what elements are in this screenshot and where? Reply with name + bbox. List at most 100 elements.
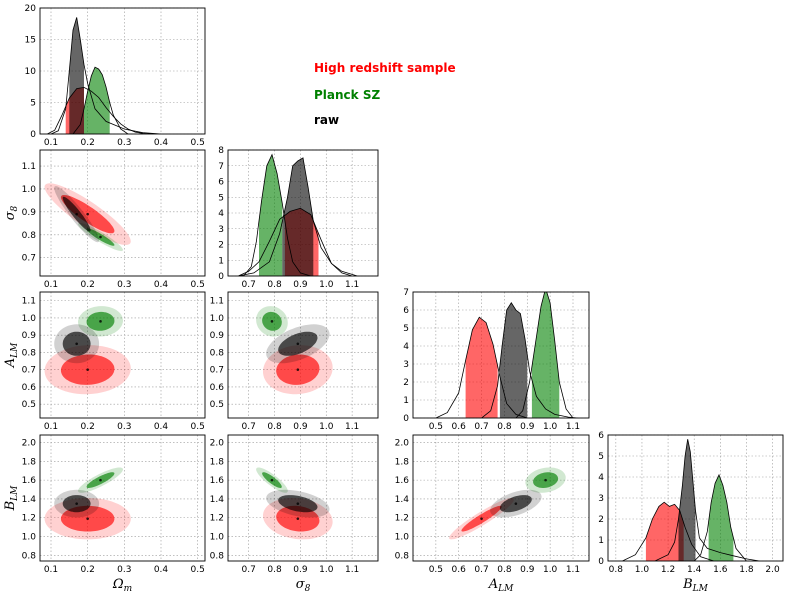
legend: High redshift sample Planck SZ raw <box>314 61 456 127</box>
hist-curve <box>243 153 311 276</box>
x-tick-label: 0.3 <box>117 138 131 148</box>
x-tick-label: 1.1 <box>566 565 580 575</box>
y-axis-label-s8: σ8 <box>3 205 20 220</box>
x-tick-label: 0.6 <box>452 422 467 432</box>
y-tick-label: 2.0 <box>395 439 410 449</box>
x-tick-label: 0.4 <box>154 138 169 148</box>
y-tick-label: 7 <box>218 162 224 172</box>
y-tick-label: 0.7 <box>22 366 36 376</box>
panel-alm-s8: 0.7 0.8 0.9 1.0 1.1 0.5 0.6 0.7 0.8 0.9 1.0 1.1 <box>210 291 379 432</box>
panel-alm-om: 0.1 0.2 0.3 0.4 0.5 0.5 0.6 0.7 0.8 0.9 1.0 1.1 ALM <box>3 291 206 432</box>
hist-credible-region <box>708 475 734 561</box>
panel-om-om: 0.1 0.2 0.3 0.4 0.5 0 5 10 15 20 <box>25 4 206 148</box>
best-fit-point <box>75 212 78 216</box>
x-tick-label: 0.4 <box>154 565 169 575</box>
x-tick-label: 0.3 <box>117 565 131 575</box>
x-tick-label: 0.9 <box>293 280 308 290</box>
y-tick-label: 15 <box>25 36 36 46</box>
y-tick-label: 4 <box>218 209 224 219</box>
y-tick-label: 1.4 <box>395 495 410 505</box>
y-tick-label: 1.4 <box>210 495 225 505</box>
best-fit-point <box>99 320 102 323</box>
hist-curve <box>238 157 358 276</box>
y-tick-label: 5 <box>218 193 224 203</box>
y-tick-label: 6 <box>598 431 604 441</box>
contour-layer <box>256 306 333 395</box>
x-tick-label: 0.7 <box>474 422 488 432</box>
best-fit-point <box>75 502 78 505</box>
legend-entry-planck-sz: Planck SZ <box>314 88 380 102</box>
x-tick-label: 0.8 <box>267 280 282 290</box>
x-tick-label: 2.0 <box>765 565 780 575</box>
y-tick-label: 1 <box>598 536 604 546</box>
y-axis-label-sub: 8 <box>10 205 20 211</box>
best-fit-point <box>544 478 547 482</box>
y-tick-label: 1.0 <box>395 533 410 543</box>
panel-frame <box>39 434 206 562</box>
x-tick-label: 0.1 <box>44 280 58 290</box>
hist-curve <box>515 292 574 418</box>
x-tick-label: 1.1 <box>566 422 580 432</box>
y-tick-label: 0.8 <box>395 551 410 561</box>
x-tick-label: 1.1 <box>345 422 359 432</box>
hist-credible-region <box>645 502 684 561</box>
y-tick-label: 0.8 <box>22 551 37 561</box>
y-tick-label: 0.6 <box>210 383 225 393</box>
y-tick-label: 2 <box>598 515 604 525</box>
y-tick-label: 0.8 <box>22 231 37 241</box>
x-tick-label: 0.5 <box>191 422 205 432</box>
hist-credible-region <box>499 303 528 418</box>
best-fit-point <box>86 368 89 371</box>
y-tick-label: 0 <box>598 557 604 567</box>
panel-blm-alm: 0.5 0.6 0.7 0.8 0.9 1.0 1.1 0.8 1.0 1.2 1.4 1.6 1.8 2… <box>395 434 590 592</box>
panel-frame <box>227 434 379 562</box>
hist-credible-region <box>69 17 84 134</box>
y-tick-label: 1.1 <box>210 297 224 307</box>
hist-credible-region <box>259 155 283 276</box>
x-tick-label: 1.0 <box>319 422 334 432</box>
x-tick-label: 0.8 <box>267 565 282 575</box>
x-tick-label: 0.2 <box>81 138 95 148</box>
x-tick-label: 1.1 <box>345 565 359 575</box>
y-tick-label: 0.6 <box>22 383 37 393</box>
y-tick-label: 3 <box>218 225 224 235</box>
panel-frame <box>39 7 206 135</box>
y-tick-label: 0 <box>403 414 409 424</box>
x-axis-label-s8: σ8 <box>296 577 311 592</box>
x-tick-label: 1.1 <box>345 280 359 290</box>
hist-curve <box>50 17 162 134</box>
x-tick-label: 0.4 <box>154 280 169 290</box>
y-tick-label: 1 <box>403 396 409 406</box>
x-tick-label: 0.9 <box>520 422 535 432</box>
x-tick-label: 1.6 <box>713 565 728 575</box>
y-tick-label: 6 <box>403 306 409 316</box>
y-tick-label: 0.9 <box>22 331 37 341</box>
y-tick-label: 1.6 <box>395 476 410 486</box>
x-tick-label: 1.0 <box>543 565 558 575</box>
hist-credible-region <box>531 292 560 418</box>
hist-layer <box>238 153 358 276</box>
y-tick-label: 1.0 <box>210 314 225 324</box>
x-tick-label: 0.5 <box>429 422 443 432</box>
y-tick-label: 3 <box>598 494 604 504</box>
y-tick-label: 0 <box>218 272 224 282</box>
best-fit-point <box>296 342 300 346</box>
x-tick-label: 0.3 <box>117 422 131 432</box>
best-fit-point <box>270 320 274 323</box>
hist-layer <box>435 292 578 418</box>
y-tick-label: 1.8 <box>210 457 225 467</box>
y-tick-label: 5 <box>403 324 409 334</box>
y-tick-label: 0.8 <box>22 348 37 358</box>
x-axis-label-sub: 8 <box>305 584 311 592</box>
y-tick-label: 1.8 <box>22 457 37 467</box>
y-tick-label: 1.2 <box>210 514 224 524</box>
hist-curve <box>481 302 578 418</box>
hist-curve <box>693 473 747 561</box>
y-tick-label: 2.0 <box>22 439 37 449</box>
x-axis-label-sub: LM <box>497 584 514 592</box>
y-tick-label: 2 <box>218 241 224 251</box>
x-tick-label: 0.3 <box>117 280 131 290</box>
y-tick-label: 1.2 <box>22 514 36 524</box>
x-tick-label: 0.5 <box>191 565 205 575</box>
